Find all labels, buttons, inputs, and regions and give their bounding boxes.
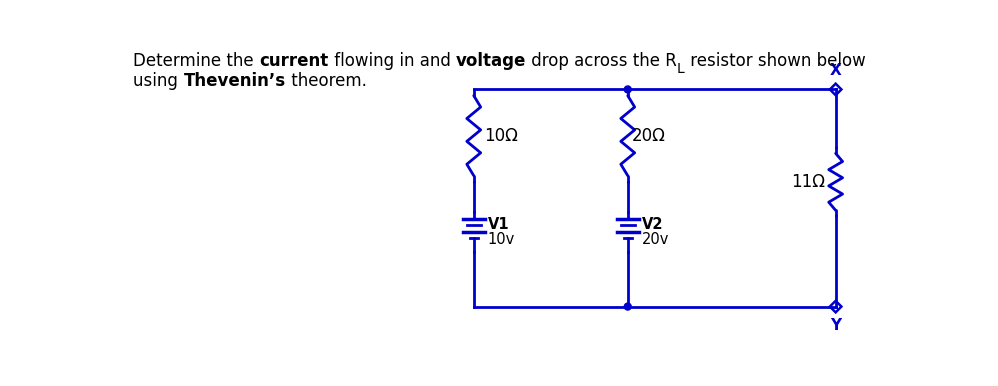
Circle shape [625,303,631,310]
Text: theorem.: theorem. [285,73,366,90]
Text: 20v: 20v [642,232,669,247]
Text: X: X [829,63,841,78]
Text: V2: V2 [642,217,663,232]
Text: current: current [259,52,328,71]
Text: V1: V1 [488,217,509,232]
Text: voltage: voltage [456,52,526,71]
Text: Y: Y [830,318,841,333]
Text: 10v: 10v [488,232,515,247]
Text: 11Ω: 11Ω [790,173,825,191]
Text: Thevenin’s: Thevenin’s [184,73,285,90]
Text: 10Ω: 10Ω [484,127,518,145]
Text: Determine the: Determine the [134,52,259,71]
Text: drop across the R: drop across the R [526,52,677,71]
Text: using: using [134,73,184,90]
Text: L: L [677,62,685,76]
Text: 20Ω: 20Ω [632,127,666,145]
Text: flowing in and: flowing in and [328,52,456,71]
Circle shape [625,86,631,93]
Text: resistor shown below: resistor shown below [685,52,865,71]
